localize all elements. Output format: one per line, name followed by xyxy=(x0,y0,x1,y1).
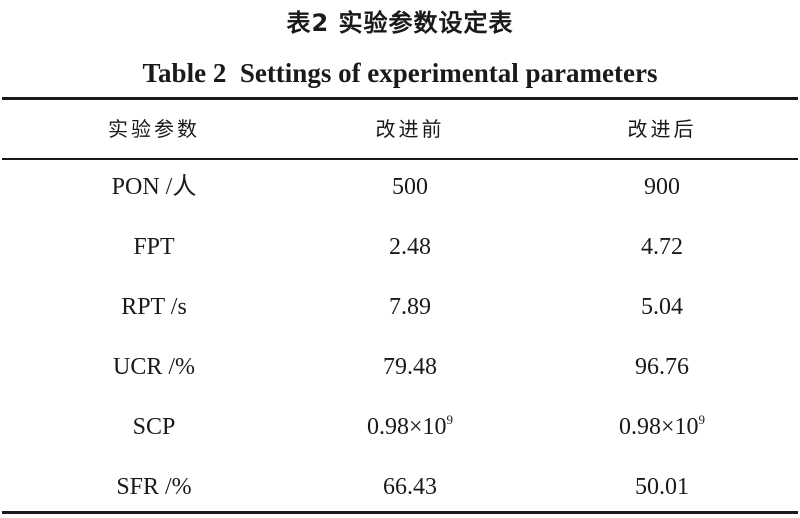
bottom-rule xyxy=(2,511,798,514)
row-scp-before-base: 0.98×10 xyxy=(366,414,447,440)
header-rule xyxy=(2,158,798,160)
row-sfr-after: 50.01 xyxy=(635,474,689,500)
row-scp-after: 0.98×109 xyxy=(548,412,776,445)
row-sfr-before: 66.43 xyxy=(383,474,437,500)
row-rpt-param: RPT /s xyxy=(121,294,187,320)
table-title-english: Table 2 Settings of experimental paramet… xyxy=(142,58,658,88)
top-rule xyxy=(2,97,798,100)
row-pon-before: 500 xyxy=(392,174,428,200)
row-scp-before-exponent: 9 xyxy=(446,412,454,427)
row-rpt-before: 7.89 xyxy=(389,294,431,320)
row-ucr-param: UCR /% xyxy=(112,354,195,380)
row-pon-after: 900 xyxy=(644,174,680,200)
row-pon-param: PON /人 xyxy=(111,174,197,200)
table-title-chinese: 表2 实验参数设定表 xyxy=(286,9,514,37)
header-before: 改进前 xyxy=(375,117,445,141)
header-after: 改进后 xyxy=(627,117,697,141)
row-scp-after-base: 0.98×10 xyxy=(618,414,699,440)
row-scp-param: SCP xyxy=(132,414,176,440)
row-sfr-param: SFR /% xyxy=(116,474,192,500)
row-rpt-after: 5.04 xyxy=(641,294,683,320)
row-scp-after-exponent: 9 xyxy=(698,412,706,427)
row-fpt-param: FPT xyxy=(133,234,175,260)
row-ucr-after: 96.76 xyxy=(635,354,689,380)
row-fpt-before: 2.48 xyxy=(389,234,431,260)
row-scp-before: 0.98×109 xyxy=(290,412,530,445)
row-ucr-before: 79.48 xyxy=(383,354,437,380)
header-parameter: 实验参数 xyxy=(108,117,200,141)
row-fpt-after: 4.72 xyxy=(641,234,683,260)
